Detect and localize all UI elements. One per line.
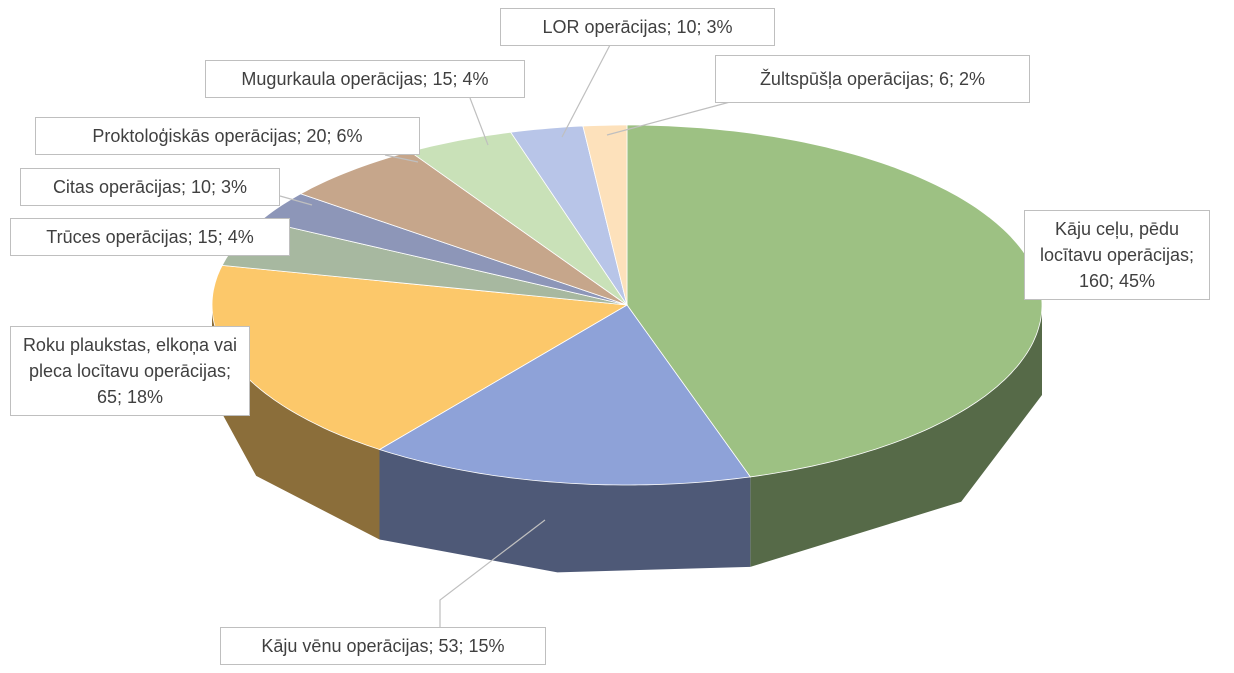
- leader-line: [439, 519, 546, 628]
- slice-side: [750, 305, 1042, 567]
- leader-line: [469, 97, 489, 146]
- slice: [378, 304, 752, 486]
- data-label: Trūces operācijas; 15; 4%: [10, 218, 290, 256]
- slice-side: [379, 449, 751, 573]
- slice: [510, 125, 628, 306]
- data-label: Citas operācijas; 10; 3%: [20, 168, 280, 206]
- data-label: Roku plaukstas, elkoņa vai pleca locītav…: [10, 326, 250, 416]
- leader-line: [606, 101, 731, 136]
- slice: [409, 131, 628, 306]
- data-label: Proktoloģiskās operācijas; 20; 6%: [35, 117, 420, 155]
- data-label: LOR operācijas; 10; 3%: [500, 8, 775, 46]
- slice: [299, 151, 628, 306]
- leader-line: [384, 154, 419, 163]
- data-label: Žultspūšļa operācijas; 6; 2%: [715, 55, 1030, 103]
- leader-line: [561, 44, 611, 138]
- slice: [582, 124, 628, 306]
- data-label: Kāju ceļu, pēdu locītavu operācijas; 160…: [1024, 210, 1210, 300]
- data-label: Kāju vēnu operācijas; 53; 15%: [220, 627, 546, 665]
- slice-side: [212, 305, 380, 540]
- leader-line: [279, 195, 313, 206]
- data-label: Mugurkaula operācijas; 15; 4%: [205, 60, 525, 98]
